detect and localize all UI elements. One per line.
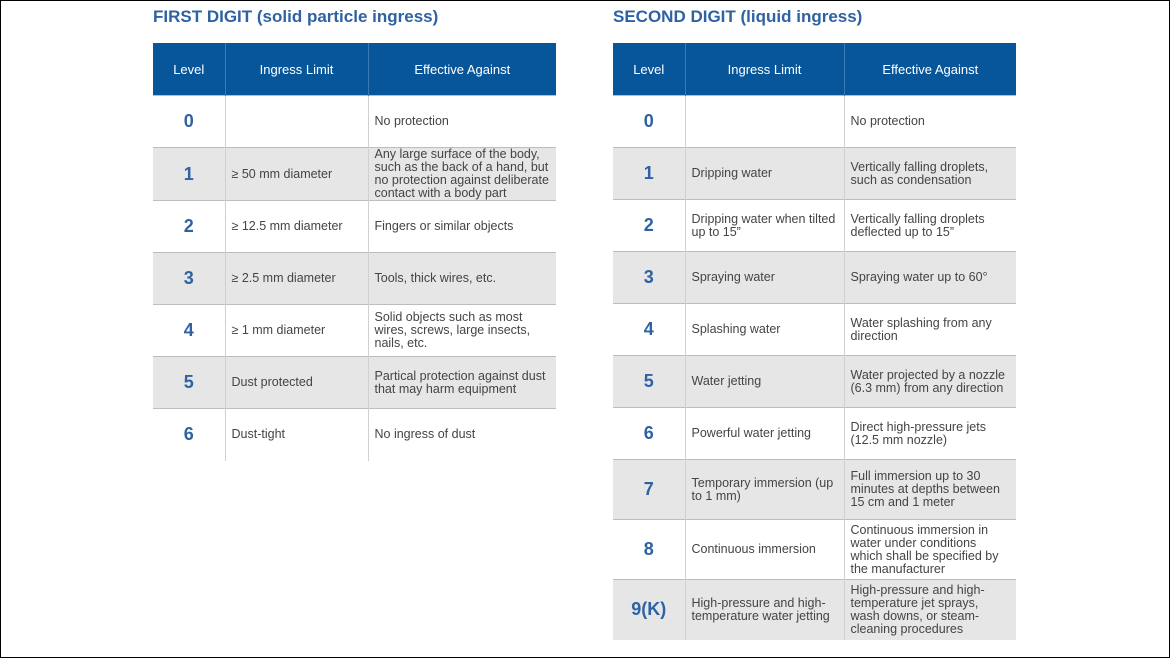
cell: No protection — [367, 95, 556, 148]
row: 1 Dripping water Vertically falling drople… — [613, 147, 1016, 200]
level-cell: 5 — [153, 356, 225, 409]
level-cell: 7 — [613, 459, 685, 520]
level-cell: 0 — [613, 95, 685, 148]
cell: Spraying water — [684, 251, 844, 304]
level-cell: 0 — [153, 95, 225, 148]
header-row: Level Ingress Limit Effective Against — [613, 43, 1016, 96]
row: 2 ≥ 12.5 mm diameter Fingers or similar ob… — [153, 200, 556, 253]
cell: Dripping water when tilted up to 15” — [684, 199, 844, 252]
tbody: 0 No protection 1 ≥ 50 mm diameter Any large… — [153, 95, 556, 461]
header-cell: Level — [153, 43, 225, 96]
level-cell: 2 — [613, 199, 685, 252]
row: 7 Temporary immersion (up to 1 mm) Full im… — [613, 459, 1016, 520]
cell: No protection — [843, 95, 1016, 148]
cell: Continuous immersion — [684, 519, 844, 580]
row: 0 No protection — [153, 95, 556, 148]
level-cell: 3 — [153, 252, 225, 305]
table: Level Ingress Limit Effective Against 0 No p… — [153, 43, 556, 461]
row: 2 Dripping water when tilted up to 15” Ver… — [613, 199, 1016, 252]
row: 1 ≥ 50 mm diameter Any large surface of th… — [153, 147, 556, 201]
row: 0 No protection — [613, 95, 1016, 148]
cell: Spraying water up to 60° — [843, 251, 1016, 304]
row: 8 Continuous immersion Continuous immersio… — [613, 519, 1016, 580]
table-title: SECOND DIGIT (liquid ingress) — [613, 7, 863, 26]
cell — [684, 95, 844, 148]
level-cell: 9(K) — [613, 579, 685, 640]
table: Level Ingress Limit Effective Against 0 No p… — [613, 43, 1016, 640]
row: 3 ≥ 2.5 mm diameter Tools, thick wires, et… — [153, 252, 556, 305]
cell: High-pressure and high-temperature water… — [684, 579, 844, 640]
level-cell: 2 — [153, 200, 225, 253]
row: 9(K) High-pressure and high-temperature w… — [613, 579, 1016, 640]
cell: No ingress of dust — [367, 408, 556, 461]
thead: Level Ingress Limit Effective Against — [613, 43, 1016, 96]
row: 5 Dust protected Partical protection again… — [153, 356, 556, 409]
row: 6 Dust-tight No ingress of dust — [153, 408, 556, 461]
level-cell: 3 — [613, 251, 685, 304]
level-cell: 4 — [153, 304, 225, 357]
cell: ≥ 50 mm diameter — [224, 147, 368, 201]
cell: Dust protected — [224, 356, 368, 409]
cell: ≥ 2.5 mm diameter — [224, 252, 368, 305]
cell: Water jetting — [684, 355, 844, 408]
cell: ≥ 12.5 mm diameter — [224, 200, 368, 253]
cell: Dust-tight — [224, 408, 368, 461]
cell: Direct high-pressure jets (12.5 mm nozzl… — [843, 407, 1016, 460]
header-cell: Ingress Limit — [224, 43, 368, 96]
cell: Fingers or similar objects — [367, 200, 556, 253]
header-cell: Level — [613, 43, 685, 96]
row: 4 ≥ 1 mm diameter Solid objects such as mo… — [153, 304, 556, 357]
table-block: FIRST DIGIT (solid particle ingress) Leve… — [153, 6, 556, 461]
cell: Temporary immersion (up to 1 mm) — [684, 459, 844, 520]
level-cell: 4 — [613, 303, 685, 356]
cell: Solid objects such as most wires, screws… — [367, 304, 556, 357]
header-row: Level Ingress Limit Effective Against — [153, 43, 556, 96]
cell: Water splashing from any direction — [843, 303, 1016, 356]
tbody: 0 No protection 1 Dripping water Vertically … — [613, 95, 1016, 640]
table-block: SECOND DIGIT (liquid ingress) Level Ingres… — [613, 6, 1016, 640]
level-cell: 6 — [613, 407, 685, 460]
cell: ≥ 1 mm diameter — [224, 304, 368, 357]
cell: Continuous immersion in water under cond… — [843, 519, 1016, 580]
cell: Water projected by a nozzle (6.3 mm) fro… — [843, 355, 1016, 408]
header-cell: Ingress Limit — [684, 43, 844, 96]
cell: Vertically falling droplets, such as con… — [843, 147, 1016, 200]
row: 4 Splashing water Water splashing from any… — [613, 303, 1016, 356]
cell: Full immersion up to 30 minutes at depth… — [843, 459, 1016, 520]
cell: Vertically falling droplets deflected up… — [843, 199, 1016, 252]
level-cell: 6 — [153, 408, 225, 461]
thead: Level Ingress Limit Effective Against — [153, 43, 556, 96]
cell — [224, 95, 368, 148]
level-cell: 5 — [613, 355, 685, 408]
row: 3 Spraying water Spraying water up to 60° — [613, 251, 1016, 304]
cell: Powerful water jetting — [684, 407, 844, 460]
cell: Tools, thick wires, etc. — [367, 252, 556, 305]
level-cell: 8 — [613, 519, 685, 580]
cell: Any large surface of the body, such as t… — [367, 147, 556, 201]
header-cell: Effective Against — [367, 43, 556, 96]
row: 6 Powerful water jetting Direct high-press… — [613, 407, 1016, 460]
header-cell: Effective Against — [843, 43, 1016, 96]
cell: Splashing water — [684, 303, 844, 356]
level-cell: 1 — [153, 147, 225, 201]
cell: Dripping water — [684, 147, 844, 200]
table-title: FIRST DIGIT (solid particle ingress) — [153, 7, 439, 26]
cell: High-pressure and high-temperature jet s… — [843, 579, 1016, 640]
level-cell: 1 — [613, 147, 685, 200]
cell: Partical protection against dust that ma… — [367, 356, 556, 409]
row: 5 Water jetting Water projected by a nozzl… — [613, 355, 1016, 408]
